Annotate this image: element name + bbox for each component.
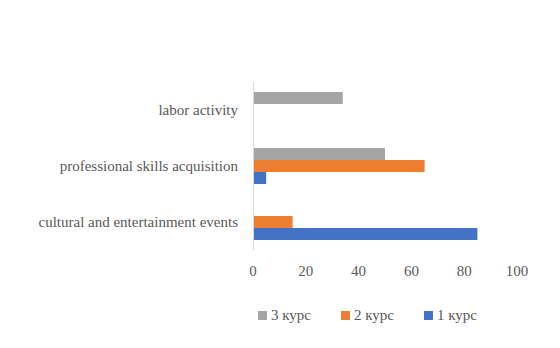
legend-label: 1 курс xyxy=(437,307,477,323)
tick-label: 80 xyxy=(457,263,472,279)
legend: 3 курс 2 курс 1 курс xyxy=(258,307,477,323)
bar xyxy=(253,148,385,160)
legend-swatch xyxy=(424,311,433,320)
legend-label: 2 курс xyxy=(354,307,394,323)
bar xyxy=(253,172,266,184)
category-label-line: professional skills acquisition xyxy=(60,158,239,174)
bars xyxy=(253,92,477,240)
category-label: professional skills acquisition xyxy=(60,158,239,174)
tick-label: 60 xyxy=(404,263,419,279)
bar xyxy=(253,228,477,240)
tick-label: 0 xyxy=(249,263,257,279)
category-label-line: labor activity xyxy=(158,102,238,118)
tick-label: 20 xyxy=(298,263,313,279)
category-label: cultural and entertainment events xyxy=(38,214,238,230)
category-axis xyxy=(253,82,254,250)
legend-label: 3 курс xyxy=(271,307,311,323)
legend-swatch xyxy=(341,311,350,320)
bar xyxy=(253,216,293,228)
bar xyxy=(253,92,343,104)
category-label-line: cultural and entertainment events xyxy=(38,214,238,230)
tick-label: 100 xyxy=(506,263,529,279)
legend-swatch xyxy=(258,311,267,320)
tick-label: 40 xyxy=(351,263,366,279)
bar xyxy=(253,160,425,172)
chart: 0 20 40 60 80 100 cultural and entertainment e… xyxy=(0,0,560,348)
category-label: labor activity xyxy=(158,102,238,118)
